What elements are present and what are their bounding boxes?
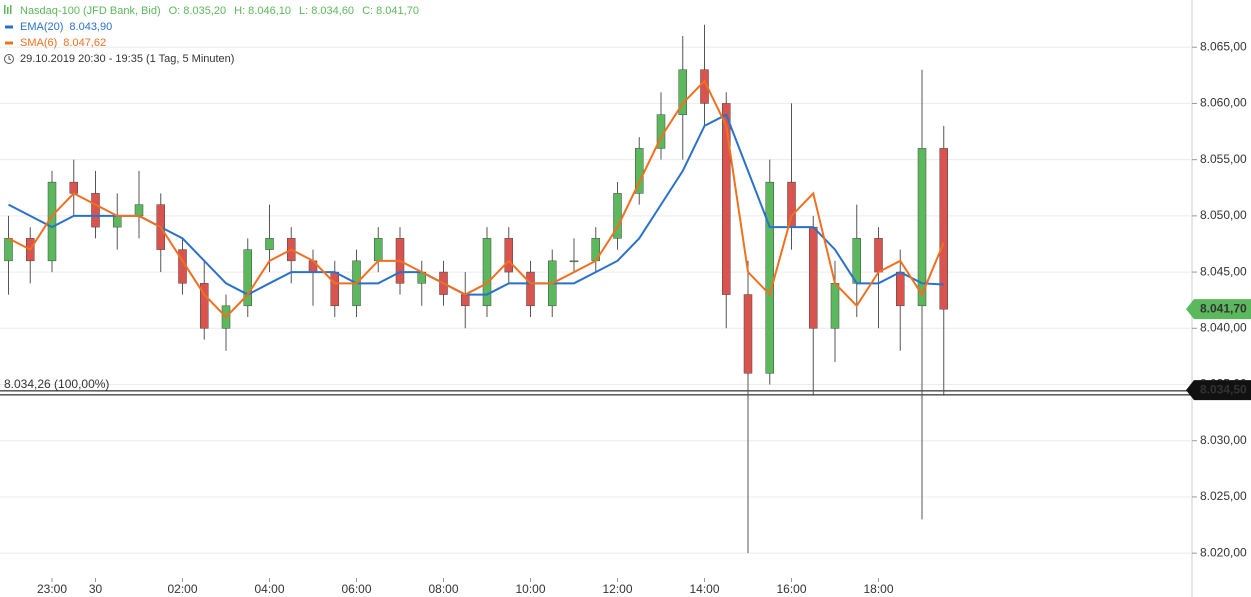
- ohlc-label: O: 8.035,20: [169, 5, 227, 17]
- y-tick-label: 8.040,00: [1200, 320, 1247, 334]
- candle-body: [939, 148, 948, 310]
- ohlc-label: H: 8.046,10: [234, 5, 291, 17]
- header-icon: [7, 7, 9, 14]
- subtitle: 29.10.2019 20:30 - 19:35 (1 Tag, 5 Minut…: [20, 53, 234, 65]
- x-tick-label: 08:00: [428, 582, 458, 596]
- ohlc-label: C: 8.041,70: [362, 5, 419, 17]
- candle-body: [374, 238, 383, 262]
- candle-body: [722, 103, 731, 295]
- candle-body: [830, 283, 840, 329]
- candle-body: [69, 181, 78, 194]
- legend-value: 8.043,90: [69, 21, 112, 33]
- price-tag-label: 8.034,50: [1200, 382, 1247, 396]
- candle-body: [613, 193, 622, 239]
- candle-body: [526, 271, 535, 307]
- candle-body: [200, 283, 209, 329]
- candle-body: [917, 148, 927, 307]
- y-tick-label: 8.065,00: [1200, 39, 1247, 53]
- x-tick-label: 02:00: [167, 582, 197, 596]
- candle-body: [243, 249, 252, 307]
- candle-body: [809, 226, 818, 329]
- legend-name: EMA(20): [20, 21, 63, 33]
- candle-body: [852, 238, 861, 284]
- legend-swatch: [5, 41, 13, 45]
- legend-value: 8.047,62: [63, 37, 106, 49]
- candle-body: [113, 215, 122, 228]
- legend-swatch: [5, 25, 13, 29]
- y-tick-label: 8.045,00: [1200, 264, 1247, 278]
- x-tick-label: 30: [89, 582, 103, 596]
- candle-body: [461, 294, 470, 307]
- candle-body: [635, 148, 644, 194]
- legend-entry: EMA(20) 8.043,90: [20, 21, 112, 33]
- clock-icon: [8, 56, 12, 61]
- x-tick-label: 10:00: [515, 582, 545, 596]
- candle-body: [265, 238, 274, 250]
- header-icon: [4, 5, 6, 14]
- title: Nasdaq-100 (JFD Bank, Bid): [20, 5, 161, 17]
- candle-body: [678, 69, 687, 115]
- y-tick-label: 8.030,00: [1200, 433, 1247, 447]
- price-tag: [1186, 299, 1251, 320]
- candle-body: [765, 181, 774, 374]
- candle-body: [896, 271, 905, 307]
- candle-body: [874, 238, 883, 273]
- clock-icon: [4, 54, 14, 64]
- candle-body: [569, 260, 579, 263]
- x-tick-label: 18:00: [863, 582, 893, 596]
- x-tick-label: 04:00: [254, 582, 284, 596]
- candle-body: [482, 238, 492, 307]
- price-tag: [1186, 380, 1251, 401]
- candle-body: [330, 271, 339, 307]
- x-tick-label: 23:00: [37, 582, 67, 596]
- header: Nasdaq-100 (JFD Bank, Bid) O: 8.035,20 H: …: [4, 5, 419, 65]
- candle-body: [4, 238, 13, 262]
- candle-body: [504, 238, 513, 273]
- header-title: Nasdaq-100 (JFD Bank, Bid) O: 8.035,20 H: …: [20, 5, 419, 17]
- legend-entry: SMA(6) 8.047,62: [20, 37, 106, 49]
- candle-body: [743, 294, 753, 374]
- x-tick-label: 06:00: [341, 582, 371, 596]
- y-tick-label: 8.060,00: [1200, 96, 1247, 110]
- y-tick-label: 8.025,00: [1200, 489, 1247, 503]
- reference-label: 8.034,26 (100,00%): [4, 377, 109, 391]
- y-tick-label: 8.050,00: [1200, 208, 1247, 222]
- x-tick-label: 12:00: [602, 582, 632, 596]
- x-tick-label: 14:00: [689, 582, 719, 596]
- indicator-line: [8, 79, 945, 319]
- candle-body: [700, 69, 709, 104]
- candle-body: [91, 193, 100, 228]
- price-tag-label: 8.041,70: [1200, 301, 1247, 315]
- ohlc-label: L: 8.034,60: [299, 5, 354, 17]
- candle-body: [787, 181, 796, 228]
- legend-name: SMA(6): [20, 37, 57, 49]
- y-tick-label: 8.055,00: [1200, 152, 1247, 166]
- header-icon: [10, 5, 12, 14]
- candle-body: [134, 204, 144, 217]
- y-tick-label: 8.020,00: [1200, 545, 1247, 559]
- x-tick-label: 16:00: [776, 582, 806, 596]
